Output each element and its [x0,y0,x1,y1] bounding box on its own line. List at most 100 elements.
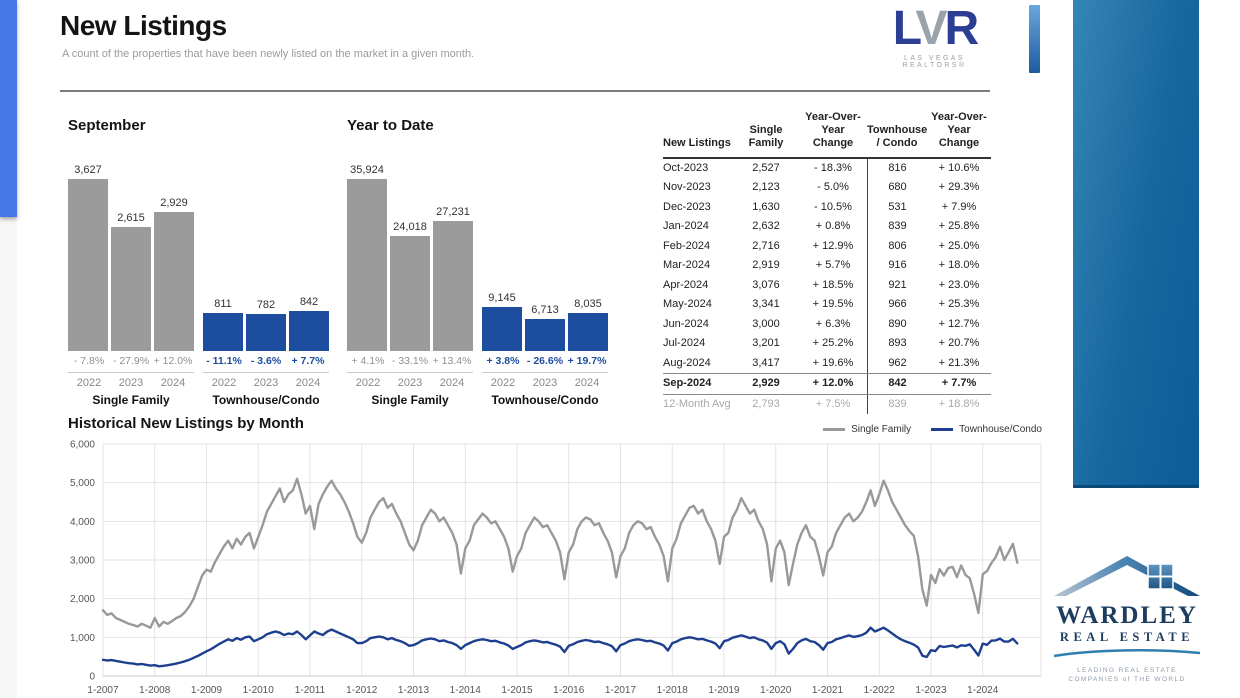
x-axis-tick-label: 1-2015 [501,685,533,696]
series-line-townhouse-condo [101,626,1019,668]
y-axis-tick-label: 4,000 [70,517,95,528]
year-label: 2022 [76,377,102,389]
bar-value-label: 9,145 [488,292,516,305]
bar-2024 [433,220,473,351]
wardley-logo: WARDLEY REAL ESTATE LEADING REAL ESTATE … [1046,552,1208,684]
table-cell-sf_yoy: - 10.5% [814,200,852,213]
year-label: 2024 [295,377,321,389]
bar-column-2022: 9,145 [482,159,522,351]
x-axis-tick-label: 1-2013 [398,685,430,696]
bars: 35,924 24,018 27,231 [347,159,473,351]
table-cell-tc: 839 [867,394,927,414]
bar-2022 [482,307,522,351]
pct-label: + 3.8% [486,355,520,367]
bar-group-townhouse-condo: 811 782 842 - 11.1% - 3.6% + 7.7% 2022 2023 2024… [203,159,329,407]
x-axis-tick-label: 1-2011 [295,685,326,696]
table-row: Sep-2024 2,929 + 12.0% 842 + 7.7% [663,373,991,395]
year-label: 2023 [118,377,144,389]
history-chart-title: Historical New Listings by Month [68,415,304,432]
bar-value-label: 842 [299,296,319,309]
townhouse-condo-legend-label: Townhouse/Condo [959,424,1042,435]
table-cell-sf: 3,000 [752,317,780,330]
bars: 811 782 842 [203,159,329,351]
wardley-name: WARDLEY [1056,602,1198,629]
table-cell-month: Aug-2024 [663,356,711,369]
year-label: 2024 [439,377,465,389]
single-family-legend-label: Single Family [851,424,912,435]
table-cell-tc: 806 [867,236,927,256]
table-cell-sf_yoy: + 25.2% [812,337,854,349]
table-cell-tc: 966 [867,295,927,315]
ytd-bar-chart: Year to Date 35,924 24,018 27,231 + 4.1% - 3… [347,117,613,407]
year-label: 2023 [253,377,279,389]
bar-2022 [203,312,243,351]
table-row: Oct-2023 2,527 - 18.3% 816 + 10.6% [663,158,991,178]
x-axis-tick-label: 1-2014 [450,685,482,696]
table-cell-tc: 893 [867,334,927,354]
table-cell-month: Oct-2023 [663,161,709,174]
bar-column-2023: 2,615 [111,159,151,351]
series-line-single-family [101,477,1019,629]
x-axis-tick-label: 1-2021 [812,685,844,696]
table-cell-month: Sep-2024 [663,377,712,389]
table-cell-sf: 3,076 [752,278,780,291]
townhouse-condo-legend-dash [931,428,954,431]
year-label: 2022 [211,377,237,389]
bar-value-label: 27,231 [436,205,470,218]
year-label: 2022 [490,377,516,389]
table-row: Apr-2024 3,076 + 18.5% 921 + 23.0% [663,275,991,295]
table-cell-sf: 3,417 [752,356,780,369]
table-cell-tc_yoy: + 29.3% [938,181,980,193]
legend-item-townhouse-condo: Townhouse/Condo [931,424,1042,435]
table-header-cell: Year-Over-Year Change [931,111,987,149]
september-bar-chart: September 3,627 2,615 2,929- 7.8% - 27.9% + … [68,117,334,407]
bar-value-label: 2,615 [117,212,145,224]
monthly-listings-table: New Listings Single Family Year-Over-Year … [663,108,991,414]
table-cell-sf_yoy: + 19.5% [812,298,854,310]
table-cell-tc_yoy: + 25.0% [938,239,980,252]
bar-column-2024: 8,035 [568,159,608,351]
bar-column-2023: 24,018 [390,159,430,351]
table-cell-sf_yoy: - 5.0% [817,181,849,193]
group-label: Single Family [371,393,449,407]
bar-column-2022: 35,924 [347,159,387,351]
x-axis-tick-label: 1-2020 [760,685,792,696]
bar-2023 [111,227,151,351]
y-axis-tick-label: 2,000 [70,594,95,605]
bar-value-label: 782 [256,298,276,311]
bar-value-label: 6,713 [531,303,559,316]
table-cell-tc_yoy: + 12.7% [938,317,980,330]
year-label: 2024 [574,377,600,389]
pct-row: - 7.8% - 27.9% + 12.0% [68,351,194,372]
table-row: Mar-2024 2,919 + 5.7% 916 + 18.0% [663,256,991,276]
table-cell-sf_yoy: + 18.5% [812,278,854,291]
bar-column-2024: 2,929 [154,159,194,351]
table-cell-sf_yoy: - 18.3% [814,161,852,174]
bar-column-2023: 782 [246,159,286,351]
pct-label: - 7.8% [73,355,105,367]
table-row: Jan-2024 2,632 + 0.8% 839 + 25.8% [663,217,991,237]
table-cell-sf_yoy: + 12.0% [812,377,854,389]
group-label: Townhouse/Condo [491,393,599,407]
table-row: Feb-2024 2,716 + 12.9% 806 + 25.0% [663,236,991,256]
table-cell-tc: 890 [867,314,927,334]
table-cell-sf: 2,632 [752,220,780,232]
lvr-letter-v: V [915,2,948,55]
pct-label: - 11.1% [206,355,242,367]
pct-label: + 13.4% [432,355,472,367]
pct-label: - 26.6% [526,355,564,367]
bar-2022 [68,179,108,351]
table-cell-sf: 3,341 [752,298,780,310]
september-chart-title: September [68,117,146,134]
pct-label: + 7.7% [291,355,325,367]
table-cell-sf: 1,630 [752,200,780,213]
year-label: 2022 [355,377,381,389]
x-axis-tick-label: 1-2010 [243,685,275,696]
x-axis-tick-label: 1-2016 [553,685,585,696]
table-cell-sf: 2,716 [752,239,780,252]
bar-value-label: 24,018 [393,221,427,233]
table-cell-tc_yoy: + 23.0% [938,278,980,291]
y-axis-tick-label: 3,000 [70,556,95,567]
pct-row: + 4.1% - 33.1% + 13.4% [347,351,473,372]
y-axis-tick-label: 5,000 [70,478,95,489]
